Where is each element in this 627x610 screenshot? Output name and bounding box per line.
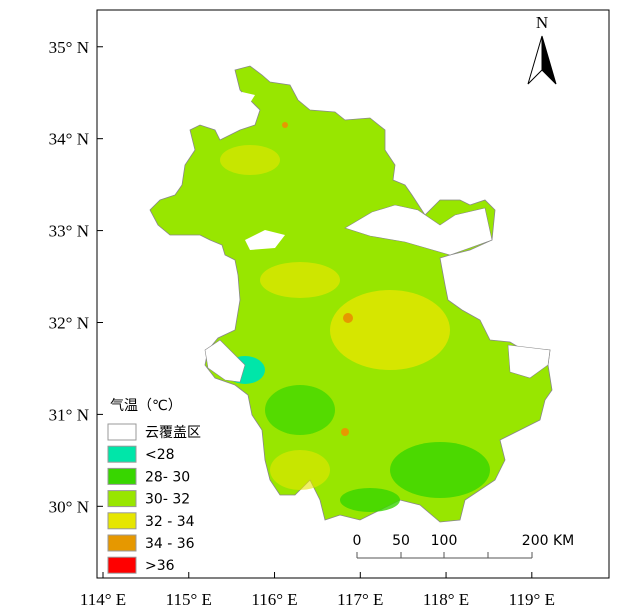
y-tick-label: 33° N [49,222,89,241]
cloud [204,339,246,383]
legend-swatch [107,445,137,463]
scale-bar [356,552,533,559]
x-tick-label: 114° E [80,590,126,609]
legend-swatch [107,490,137,508]
legend-label: 32 - 34 [145,514,195,530]
hot-spot [282,122,288,128]
province-shape [149,65,553,523]
scale-label: 200 KM [522,533,574,549]
legend-swatch [107,423,137,441]
legend-label: <28 [145,447,175,463]
warm-zone [260,262,340,298]
cool-zone [265,385,335,435]
legend-label: >36 [145,558,175,574]
warm-zone [330,290,450,370]
north-arrow: N [527,13,557,85]
arrow-half [527,35,543,85]
scale-label: 100 [431,533,458,549]
y-tick-label: 31° N [49,405,89,424]
x-tick-label: 117° E [337,590,383,609]
x-tick-label: 118° E [423,590,469,609]
cloud [245,230,285,250]
legend-label: 30- 32 [145,492,190,508]
cool-zone [340,488,400,512]
hot-spot [343,313,353,323]
y-tick-label: 30° N [49,497,89,516]
x-tick-label: 119° E [509,590,555,609]
legend-label: 28- 30 [145,469,190,485]
legend-label: 云覆盖区 [145,425,201,441]
hot-spot [341,428,349,436]
cloud [240,92,255,103]
y-tick-label: 32° N [49,313,89,332]
north-label: N [536,13,548,32]
legend-swatch [107,556,137,574]
legend-swatch [107,467,137,485]
x-tick-label: 116° E [251,590,297,609]
frame [96,9,610,579]
legend-title: 气温（℃） [110,398,182,414]
cloud [344,204,493,256]
y-tick-label: 34° N [49,130,89,149]
x-tick-label: 115° E [166,590,212,609]
cool-zone [390,442,490,498]
warm-zone [270,450,330,490]
scale-label: 0 [353,533,362,549]
legend-swatch [107,512,137,530]
scale-label: 50 [392,533,410,549]
legend-swatch [107,534,137,552]
warm-zone [220,145,280,175]
y-tick-label: 35° N [49,38,89,57]
arrow-half [541,35,557,85]
province [149,65,553,523]
legend-label: 34 - 36 [145,536,195,552]
cloud [507,344,551,379]
